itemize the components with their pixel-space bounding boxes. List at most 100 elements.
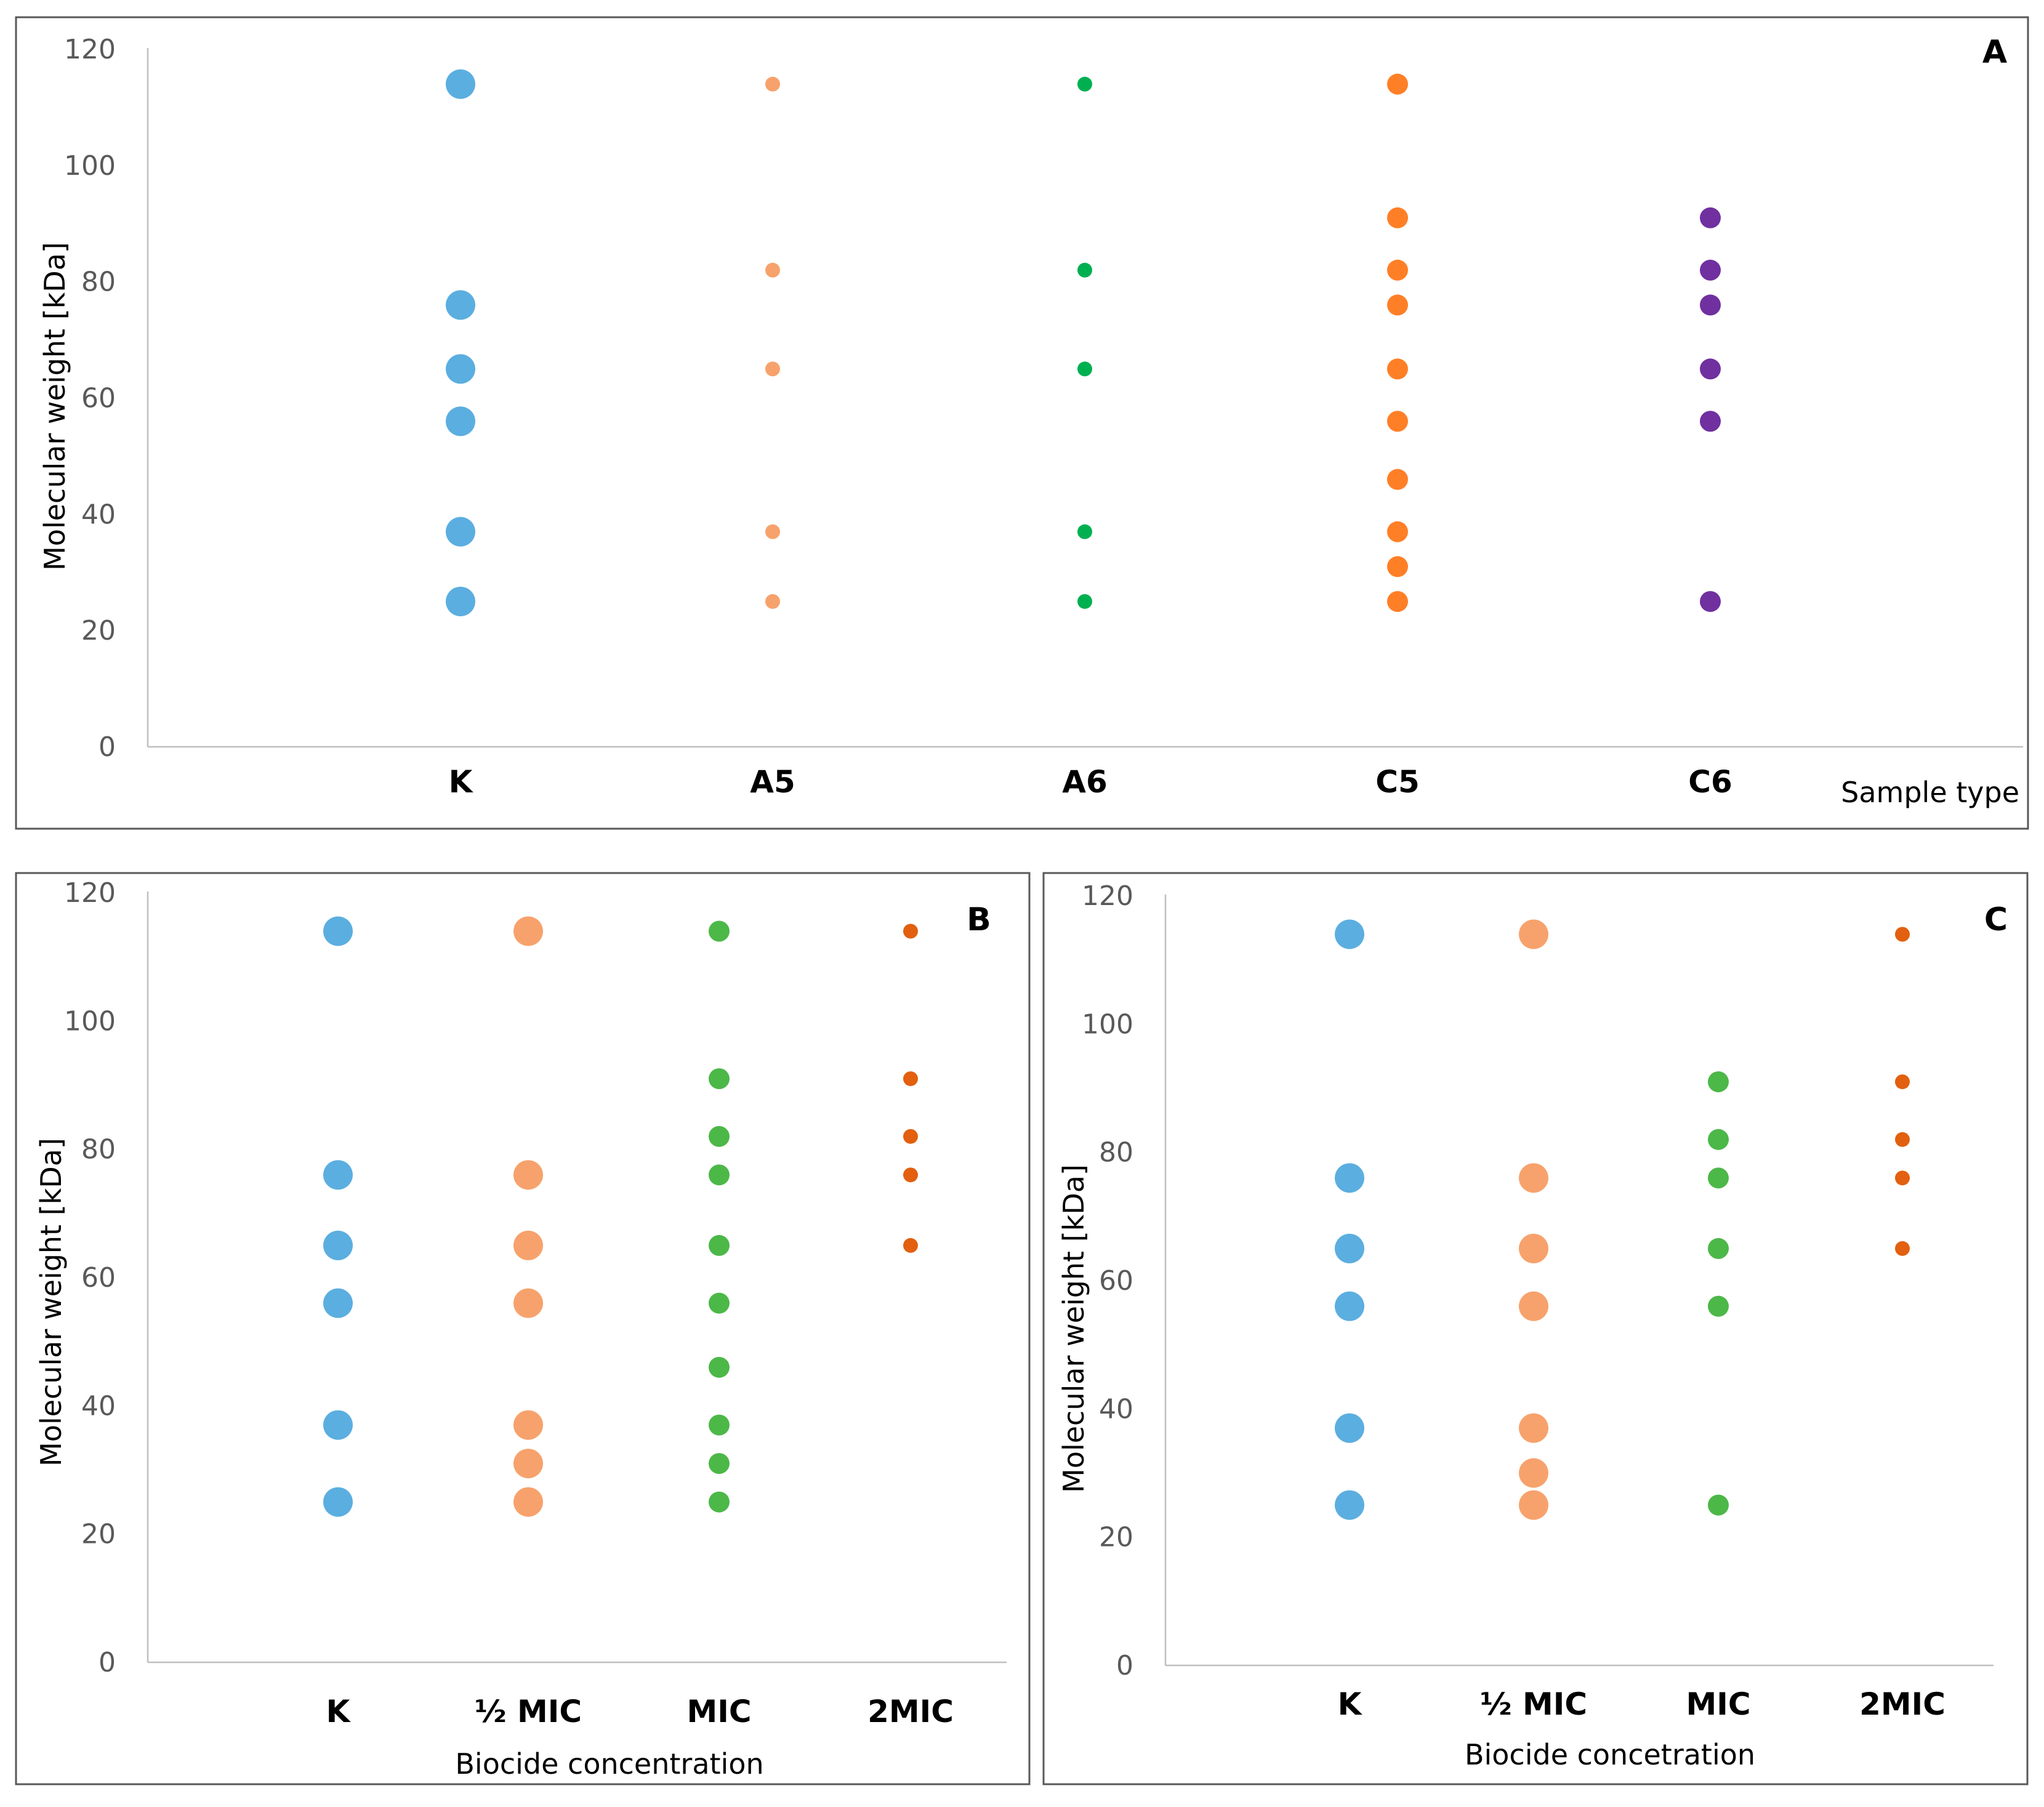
data-point-a5-65 bbox=[765, 361, 780, 377]
chart-panel-a: 0 20 40 60 80 100 120 K A5 A6 C5 C6 Molecular weight… bbox=[15, 16, 2029, 830]
data-point-mic-91 bbox=[1708, 1071, 1729, 1093]
y-tick-label: 100 bbox=[64, 1005, 116, 1037]
panel-frame bbox=[1042, 872, 2029, 1785]
data-point-mic-31 bbox=[709, 1453, 730, 1475]
data-point-k-114 bbox=[323, 916, 353, 946]
x-tick-label-mic: MIC bbox=[686, 1694, 751, 1729]
y-tick-label: 120 bbox=[64, 34, 116, 65]
y-tick-label: 20 bbox=[81, 615, 116, 646]
data-point-half-mic-31 bbox=[513, 1449, 543, 1479]
data-point-2mic-91 bbox=[1895, 1074, 1910, 1090]
data-point-a6-65 bbox=[1077, 361, 1092, 377]
panel-frame bbox=[15, 16, 2029, 830]
y-axis-title: Molecular weight [kDa] bbox=[34, 1138, 68, 1467]
data-point-c6-25 bbox=[1700, 590, 1721, 612]
x-tick-label-half-mic: ½ MIC bbox=[1480, 1686, 1587, 1722]
data-point-k-114 bbox=[446, 69, 475, 99]
data-point-mic-76 bbox=[1708, 1167, 1729, 1189]
data-point-k-25 bbox=[1335, 1490, 1364, 1520]
y-tick-label: 0 bbox=[99, 1647, 116, 1678]
x-tick-label-k: K bbox=[326, 1694, 352, 1729]
y-tick-label: 60 bbox=[81, 383, 116, 414]
data-point-c5-114 bbox=[1387, 73, 1408, 95]
data-point-2mic-76 bbox=[903, 1167, 918, 1183]
data-point-c5-31 bbox=[1387, 556, 1408, 578]
y-tick-label: 40 bbox=[81, 1390, 116, 1422]
data-point-mic-46 bbox=[709, 1356, 730, 1378]
data-point-mic-65 bbox=[709, 1234, 730, 1256]
data-point-c5-82 bbox=[1387, 259, 1408, 281]
y-axis-title: Molecular weight [kDa] bbox=[1057, 1164, 1090, 1493]
data-point-k-76 bbox=[446, 290, 475, 320]
y-tick-label: 40 bbox=[81, 499, 116, 530]
data-point-mic-76 bbox=[709, 1164, 730, 1186]
data-point-half-mic-76 bbox=[513, 1160, 543, 1190]
data-point-half-mic-30 bbox=[1519, 1458, 1548, 1488]
y-tick-label: 20 bbox=[81, 1519, 116, 1550]
data-point-c6-56 bbox=[1700, 411, 1721, 432]
y-tick-label: 80 bbox=[81, 1134, 116, 1165]
data-point-mic-56 bbox=[1708, 1295, 1729, 1317]
data-point-c6-91 bbox=[1700, 207, 1721, 228]
data-point-mic-65 bbox=[1708, 1238, 1729, 1259]
data-point-c6-82 bbox=[1700, 259, 1721, 281]
data-point-c5-91 bbox=[1387, 207, 1408, 228]
data-point-half-mic-114 bbox=[513, 916, 543, 946]
data-point-half-mic-37 bbox=[1519, 1413, 1548, 1443]
data-point-a6-37 bbox=[1077, 524, 1092, 539]
y-axis-title: Molecular weight [kDa] bbox=[38, 242, 71, 571]
data-point-a5-82 bbox=[765, 262, 780, 278]
data-point-k-37 bbox=[323, 1410, 353, 1440]
data-point-2mic-91 bbox=[903, 1071, 918, 1087]
data-point-mic-82 bbox=[709, 1125, 730, 1147]
panel-label: A bbox=[1982, 34, 2007, 71]
y-tick-label: 100 bbox=[1082, 1008, 1133, 1040]
y-tick-label: 120 bbox=[64, 877, 116, 909]
y-tick-label: 20 bbox=[1099, 1522, 1133, 1553]
data-point-c5-25 bbox=[1387, 590, 1408, 612]
data-point-a6-25 bbox=[1077, 594, 1092, 609]
data-point-a5-37 bbox=[765, 524, 780, 539]
data-point-half-mic-25 bbox=[1519, 1490, 1548, 1520]
y-tick-label: 100 bbox=[64, 150, 116, 182]
x-axis-title: Sample type bbox=[1841, 776, 2019, 809]
data-point-k-37 bbox=[446, 517, 475, 547]
data-point-mic-37 bbox=[709, 1414, 730, 1436]
x-tick-label-a6: A6 bbox=[1062, 764, 1108, 800]
data-point-k-25 bbox=[323, 1487, 353, 1517]
x-tick-label-c6: C6 bbox=[1688, 764, 1732, 800]
data-point-mic-25 bbox=[709, 1491, 730, 1513]
y-tick-label: 80 bbox=[1099, 1137, 1133, 1169]
panel-frame bbox=[15, 872, 1031, 1785]
x-tick-label-2mic: 2MIC bbox=[1859, 1686, 1945, 1722]
x-tick-label-2mic: 2MIC bbox=[867, 1694, 954, 1729]
data-point-k-65 bbox=[446, 354, 475, 384]
data-point-k-56 bbox=[323, 1288, 353, 1318]
y-tick-label: 80 bbox=[81, 267, 116, 298]
x-tick-label-k: K bbox=[1338, 1686, 1363, 1722]
panel-label: B bbox=[967, 901, 991, 938]
data-point-a6-114 bbox=[1077, 76, 1092, 92]
data-point-half-mic-76 bbox=[1519, 1163, 1548, 1193]
chart-panel-c: 0 20 40 60 80 100 120 K ½ MIC MIC 2MIC Molecular we… bbox=[1042, 872, 2029, 1785]
chart-panel-b: 0 20 40 60 80 100 120 K ½ MIC MIC 2MIC Molecular we… bbox=[15, 872, 1031, 1785]
data-point-half-mic-65 bbox=[1519, 1233, 1548, 1263]
data-point-c5-65 bbox=[1387, 358, 1408, 380]
data-point-mic-91 bbox=[709, 1068, 730, 1090]
data-point-2mic-114 bbox=[1895, 927, 1910, 942]
y-tick-label: 60 bbox=[81, 1262, 116, 1294]
data-point-mic-25 bbox=[1708, 1494, 1729, 1516]
x-axis-title: Biocide concentration bbox=[455, 1747, 763, 1781]
data-point-a6-82 bbox=[1077, 262, 1092, 278]
panel-label: C bbox=[1984, 901, 2008, 938]
data-point-2mic-65 bbox=[903, 1238, 918, 1253]
data-point-c5-37 bbox=[1387, 521, 1408, 542]
y-tick-label: 40 bbox=[1099, 1393, 1133, 1425]
data-point-a5-114 bbox=[765, 76, 780, 92]
y-tick-label: 0 bbox=[99, 731, 116, 763]
data-point-a5-25 bbox=[765, 594, 780, 609]
data-point-mic-82 bbox=[1708, 1129, 1729, 1150]
data-point-k-76 bbox=[323, 1160, 353, 1190]
